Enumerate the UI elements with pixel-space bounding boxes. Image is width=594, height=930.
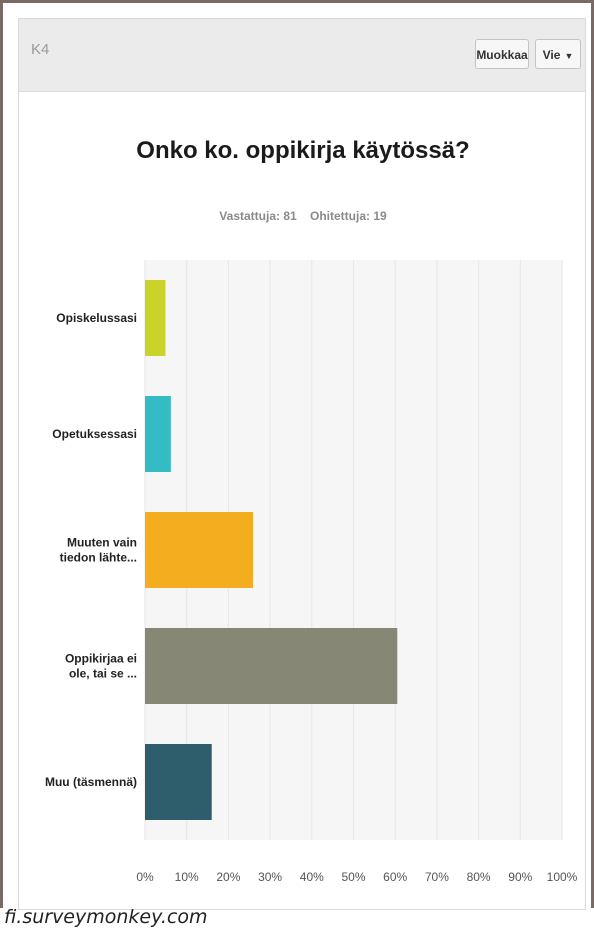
x-tick-label: 60% <box>383 870 407 884</box>
bar <box>145 512 254 588</box>
chart-title: Onko ko. oppikirja käytössä? <box>136 137 470 164</box>
category-label: Muuten vain <box>67 536 137 550</box>
skipped-count: Ohitettuja: 19 <box>310 209 387 223</box>
chevron-down-icon: ▼ <box>564 51 574 61</box>
response-stats: Vastattuja: 81 Ohitettuja: 19 <box>19 209 587 223</box>
x-tick-label: 80% <box>467 870 491 884</box>
category-label: Opiskelussasi <box>56 311 137 325</box>
export-button-label: Vie <box>542 48 561 62</box>
answered-count: Vastattuja: 81 <box>219 209 297 223</box>
edit-button-label: Muokkaa <box>476 48 528 62</box>
x-tick-label: 90% <box>508 870 532 884</box>
category-label: Oppikirjaa ei <box>65 652 137 666</box>
source-caption: fi.surveymonkey.com <box>4 906 208 928</box>
bar <box>145 396 171 472</box>
x-tick-label: 30% <box>258 870 282 884</box>
bar <box>145 628 398 704</box>
export-button[interactable]: Vie ▼ <box>535 39 581 69</box>
card-header: K4 Muokkaa Vie ▼ <box>19 19 585 92</box>
category-label: Muu (täsmennä) <box>45 775 137 789</box>
bar <box>145 280 166 356</box>
bar <box>145 744 212 820</box>
frame-border-left <box>0 0 3 908</box>
category-label: Opetuksessasi <box>52 427 137 441</box>
x-tick-label: 70% <box>425 870 449 884</box>
x-tick-label: 0% <box>136 870 154 884</box>
frame-border-top <box>0 0 594 3</box>
frame-border-right <box>591 0 594 908</box>
x-tick-label: 20% <box>216 870 240 884</box>
x-tick-label: 100% <box>547 870 578 884</box>
question-id: K4 <box>31 41 50 58</box>
category-label: ole, tai se ... <box>69 667 137 681</box>
edit-button[interactable]: Muokkaa <box>475 39 529 69</box>
category-label: tiedon lähte... <box>60 551 137 565</box>
x-tick-label: 40% <box>300 870 324 884</box>
x-tick-label: 10% <box>175 870 199 884</box>
x-tick-label: 50% <box>341 870 365 884</box>
